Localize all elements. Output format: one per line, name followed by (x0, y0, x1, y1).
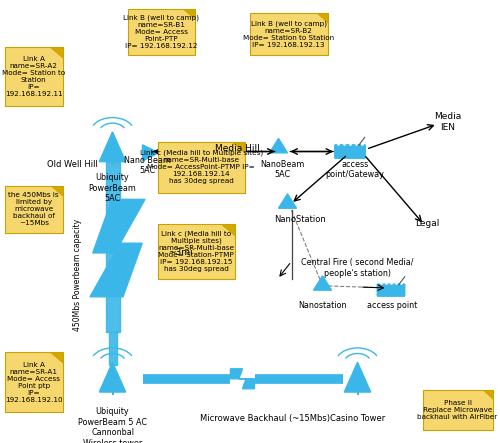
Text: access
point/Gateway: access point/Gateway (326, 159, 384, 179)
Text: Central Fire ( second Media/
people's station): Central Fire ( second Media/ people's st… (301, 258, 414, 278)
FancyBboxPatch shape (422, 390, 492, 430)
Text: Link A
name=SR-A2
Mode= Station to
Station
IP=
192.168.192.11: Link A name=SR-A2 Mode= Station to Stati… (2, 56, 66, 97)
FancyBboxPatch shape (334, 144, 366, 159)
FancyBboxPatch shape (376, 283, 406, 298)
Polygon shape (230, 369, 254, 389)
Polygon shape (270, 139, 287, 153)
Text: access point: access point (368, 301, 418, 310)
Text: Old Well Hill: Old Well Hill (47, 160, 98, 169)
Text: the 450Mbs is
limited by
microwave
backhaul of
~15Mbs: the 450Mbs is limited by microwave backh… (8, 192, 59, 226)
Polygon shape (90, 199, 145, 297)
Polygon shape (232, 142, 245, 153)
Polygon shape (344, 362, 370, 392)
FancyBboxPatch shape (158, 142, 245, 193)
Polygon shape (184, 9, 195, 19)
FancyBboxPatch shape (5, 47, 62, 106)
Text: Link B (well to camp)
name=SR-B1
Mode= Access
Point-PTP
IP= 192.168.192.12: Link B (well to camp) name=SR-B1 Mode= A… (123, 15, 199, 49)
Text: Media Hill: Media Hill (215, 144, 260, 153)
Text: Casino Tower: Casino Tower (330, 414, 385, 423)
Text: Ubiquity
PowerBeam 5 AC
Cannonbal
Wireless tower: Ubiquity PowerBeam 5 AC Cannonbal Wirele… (78, 408, 147, 443)
Text: Legal: Legal (416, 219, 440, 228)
FancyBboxPatch shape (5, 352, 62, 412)
Text: ~3mi: ~3mi (168, 248, 192, 257)
Polygon shape (50, 47, 62, 58)
Polygon shape (278, 194, 296, 208)
Polygon shape (51, 186, 62, 196)
Polygon shape (317, 13, 328, 23)
Polygon shape (221, 224, 235, 236)
Polygon shape (100, 132, 126, 162)
FancyBboxPatch shape (5, 186, 62, 233)
Text: Phase II
Replace Microwave
backhaul with AirFiber: Phase II Replace Microwave backhaul with… (418, 400, 498, 420)
Text: Link B (well to camp)
name=SR-B2
Mode= Station to Station
IP= 192.168.192.13: Link B (well to camp) name=SR-B2 Mode= S… (243, 20, 334, 48)
Text: Microwave Backhaul (~15Mbs): Microwave Backhaul (~15Mbs) (200, 414, 330, 423)
Text: Link c (Media hill to
Multiple sites)
name=SR-Multi-base
Mode= Station-PTMP
IP= : Link c (Media hill to Multiple sites) na… (158, 230, 234, 272)
FancyBboxPatch shape (158, 224, 235, 279)
Text: Nanostation: Nanostation (298, 301, 347, 310)
Text: Link c (Media hill to Multiple sites)
name=SR-Multi-base
Mode= AccessPoint-PTMP : Link c (Media hill to Multiple sites) na… (140, 150, 263, 184)
Text: NanoBeam
5AC: NanoBeam 5AC (260, 159, 304, 179)
FancyBboxPatch shape (250, 13, 328, 55)
Polygon shape (100, 362, 126, 392)
Text: Nano Beam
5AC: Nano Beam 5AC (124, 155, 171, 175)
Text: Link A
name=SR-A1
Mode= Access
Point ptp
IP=
192.168.192.10: Link A name=SR-A1 Mode= Access Point ptp… (5, 361, 62, 403)
Text: Media
IEN: Media IEN (434, 112, 461, 132)
Text: NanoStation: NanoStation (274, 215, 326, 224)
FancyBboxPatch shape (128, 9, 195, 55)
Polygon shape (314, 276, 332, 290)
Text: 450Mbs Powerbeam capacity: 450Mbs Powerbeam capacity (73, 218, 82, 331)
Polygon shape (482, 390, 492, 399)
Polygon shape (50, 352, 62, 363)
Text: Ubiquity
PowerBeam
5AC: Ubiquity PowerBeam 5AC (88, 173, 136, 203)
Polygon shape (142, 145, 158, 161)
